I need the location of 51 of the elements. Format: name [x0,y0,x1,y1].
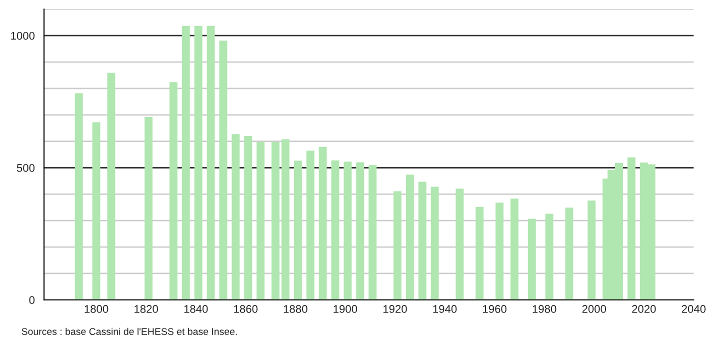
bar [456,188,464,300]
x-tick-label: 2000 [582,305,606,313]
bar [356,162,364,300]
bar [272,142,280,300]
bar [182,26,190,300]
x-tick-label: 1820 [134,305,158,313]
x-tick-label: 1900 [334,305,358,313]
bar [418,182,426,300]
bar [510,198,518,300]
y-tick-label: 500 [16,164,35,172]
x-tick-label: 1980 [532,305,556,313]
bar [368,165,377,300]
bar [528,218,536,300]
bar [92,122,100,300]
x-tick-label: 2020 [632,305,656,313]
bar [496,202,504,300]
bar [306,150,314,300]
bar [627,157,636,300]
bar [476,206,484,300]
x-tick-label: 1860 [234,305,258,313]
bar [107,72,116,300]
bar [331,160,340,300]
bar [406,174,414,300]
x-tick-label: 1920 [383,305,407,313]
y-tick-label: 1000 [11,32,35,40]
bar [545,214,554,300]
bar [144,117,153,300]
x-tick-label: 1800 [84,305,108,313]
bar [294,160,302,300]
source-note: Sources : base Cassini de l'EHESS et base Insee. [22,328,237,335]
bar [318,146,327,300]
x-tick-label: 1960 [483,305,506,313]
bar [219,40,228,300]
bar [344,162,352,300]
y-tick-label: 0 [29,296,35,304]
bar [206,26,215,300]
bar [194,26,202,300]
bar [74,93,83,300]
x-tick-label: 1840 [184,305,208,313]
bar [169,82,178,300]
bar [393,191,402,300]
x-tick-label: 1940 [433,305,457,313]
bar [244,136,252,300]
bar [588,200,596,300]
bar [256,142,265,300]
x-tick-label: 2040 [682,305,706,313]
bar [430,186,439,300]
x-tick-label: 1880 [284,305,308,313]
bar [565,208,574,300]
bar [281,139,290,300]
bar [232,134,240,300]
